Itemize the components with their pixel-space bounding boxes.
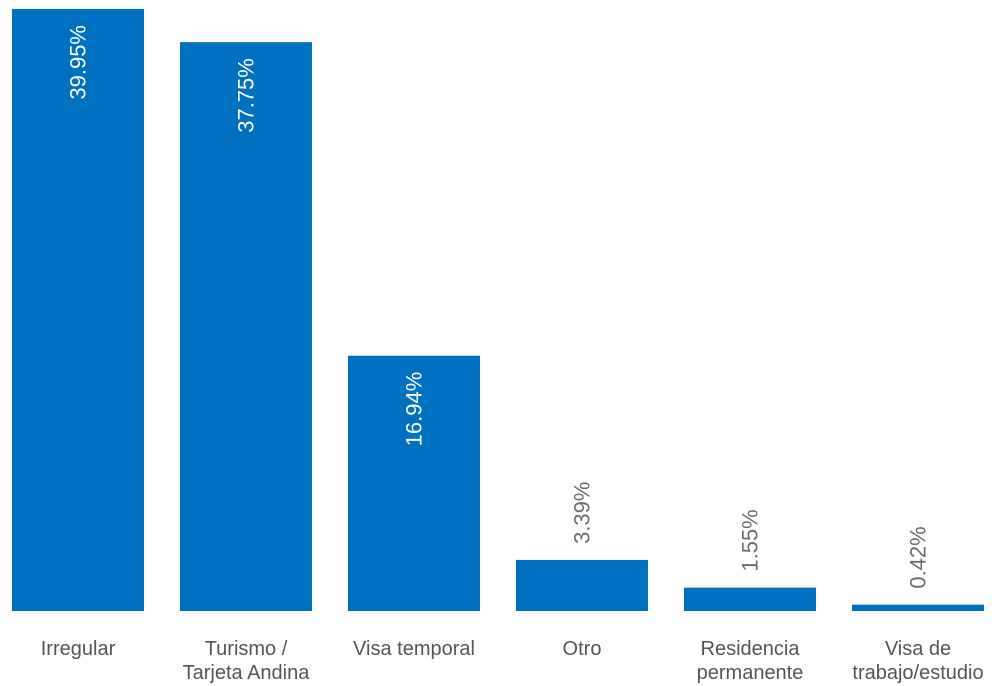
category-label-3: Otro: [563, 638, 602, 660]
value-label-0: 39.95%: [66, 25, 91, 100]
category-label-line: Tarjeta Andina: [183, 662, 311, 684]
bar-4: [684, 587, 816, 611]
value-label-5: 0.42%: [906, 526, 931, 588]
category-label-line: Irregular: [41, 638, 116, 660]
category-label-1: Turismo / Tarjeta Andina: [183, 638, 311, 684]
category-label-line: Visa de: [885, 638, 951, 660]
category-label-2: Visa temporal: [353, 638, 475, 660]
category-label-0: Irregular: [41, 638, 116, 660]
category-label-5: Visa de trabajo/estudio: [852, 638, 983, 684]
category-label-line: permanente: [697, 662, 804, 684]
value-label-4: 1.55%: [738, 509, 763, 571]
category-labels-layer: Irregular Turismo / Tarjeta Andina Visa tem…: [41, 638, 984, 684]
category-label-line: Turismo /: [205, 638, 288, 660]
value-label-2: 16.94%: [402, 372, 427, 447]
bar-0: [12, 9, 144, 611]
value-label-3: 3.39%: [570, 482, 595, 544]
bar-5: [852, 604, 984, 611]
category-label-4: Residencia permanente: [697, 638, 804, 684]
category-label-line: trabajo/estudio: [852, 662, 983, 684]
category-label-line: Residencia: [701, 638, 801, 660]
category-label-line: Visa temporal: [353, 638, 475, 660]
value-label-1: 37.75%: [234, 58, 259, 133]
bars-layer: [12, 9, 984, 612]
value-labels-layer: 39.95% 37.75% 16.94% 3.39% 1.55% 0.42%: [66, 25, 931, 589]
bar-1: [180, 42, 312, 612]
category-label-line: Otro: [563, 638, 602, 660]
bar-2: [348, 355, 480, 611]
bar-3: [516, 559, 648, 611]
